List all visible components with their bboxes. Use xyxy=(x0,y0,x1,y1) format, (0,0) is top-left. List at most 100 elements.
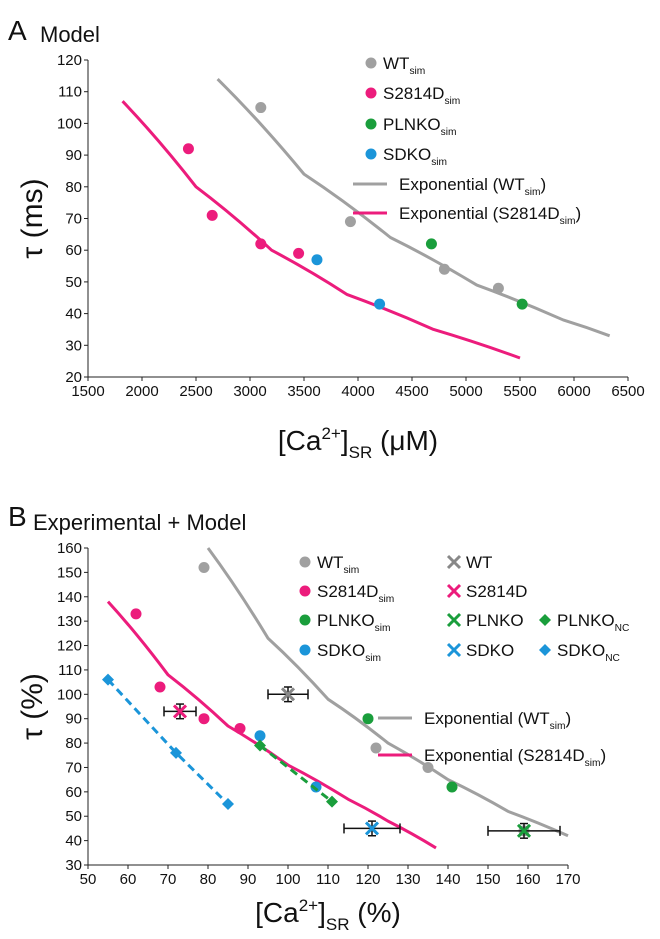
y-tick-label: 100 xyxy=(57,115,82,132)
x-tick-label: 2000 xyxy=(125,383,158,400)
legend-label: Exponential (S2814Dsim) xyxy=(399,204,581,227)
x-axis-label-sup: 2+ xyxy=(321,424,340,443)
experimental-point xyxy=(343,820,401,837)
x-axis-label: [Ca2+]SR (μM) xyxy=(278,424,438,462)
x-tick-label: 2500 xyxy=(179,383,212,400)
x-tick-label: 160 xyxy=(515,871,540,888)
y-axis-label: τ (ms) xyxy=(16,178,49,258)
legend-label-tail: ) xyxy=(541,175,547,194)
experimental-cross xyxy=(280,687,296,702)
legend-label: PLNKOsim xyxy=(383,115,456,138)
legend-label: PLNKOsim xyxy=(317,611,390,634)
x-tick-label: 110 xyxy=(316,871,340,888)
legend-marker-cross xyxy=(446,642,462,658)
experimental-cross-stroke-2 xyxy=(516,823,532,838)
legend-item: PLNKO xyxy=(446,611,524,630)
x-tick-label: 6500 xyxy=(611,383,644,400)
legend-label-sub: sim xyxy=(525,187,541,198)
legend-label-base: Exponential (S2814D xyxy=(424,746,585,765)
legend-label-base: S2814D xyxy=(466,582,527,601)
legend-item: PLNKOsim xyxy=(299,611,390,634)
x-tick-label: 90 xyxy=(240,871,257,888)
legend-label: Exponential (WTsim) xyxy=(424,709,571,732)
experimental-cross xyxy=(172,704,188,719)
legend-label-base: SDKO xyxy=(383,145,431,164)
data-point xyxy=(492,282,504,294)
legend-label-base: SDKO xyxy=(557,641,605,660)
legend-item: SDKOsim xyxy=(365,145,447,168)
x-tick-label: 3500 xyxy=(287,383,320,400)
legend-label-sub: sim xyxy=(409,66,425,77)
legend-label: Exponential (WTsim) xyxy=(399,175,546,198)
legend-item: WT xyxy=(446,553,492,572)
data-point-diamond xyxy=(222,798,234,811)
y-tick-label: 40 xyxy=(65,833,82,850)
data-point-diamond xyxy=(326,795,338,808)
legend-label: SDKONC xyxy=(557,641,620,664)
data-point xyxy=(344,216,356,228)
legend-item: WTsim xyxy=(299,553,359,576)
x-axis-label-main: [Ca xyxy=(255,897,299,928)
experimental-cross xyxy=(364,821,380,836)
data-point xyxy=(198,562,210,574)
legend-label-sub: sim xyxy=(585,758,601,769)
legend-label-base: PLNKO xyxy=(317,611,375,630)
data-point xyxy=(446,781,458,793)
fit-curve-1 xyxy=(106,600,437,850)
legend-label: WTsim xyxy=(383,54,425,77)
legend-marker-diamond xyxy=(539,644,551,656)
data-point-diamond xyxy=(254,739,266,752)
legend-label-base: PLNKO xyxy=(557,611,615,630)
x-axis-label-sup: 2+ xyxy=(299,896,318,915)
legend-item: SDKOsim xyxy=(299,641,381,664)
data-point xyxy=(198,713,210,725)
y-tick-label: 110 xyxy=(58,662,82,679)
y-tick-label: 120 xyxy=(57,52,82,69)
legend-label-sub: sim xyxy=(365,653,381,664)
legend-label: S2814Dsim xyxy=(383,84,460,107)
panel-letter: B xyxy=(8,501,27,532)
data-point xyxy=(255,102,267,114)
x-tick-label: 4000 xyxy=(341,383,374,400)
data-point xyxy=(374,298,386,310)
data-point-diamond xyxy=(170,746,182,759)
legend-item: PLNKONC xyxy=(539,611,629,634)
data-point xyxy=(154,681,166,693)
y-tick-label: 80 xyxy=(65,735,82,752)
data-point xyxy=(362,713,374,725)
experimental-cross-stroke-2 xyxy=(364,821,380,836)
legend-label-sub: sim xyxy=(560,216,576,227)
experimental-point xyxy=(267,686,309,703)
data-point-diamond xyxy=(102,673,114,686)
data-point xyxy=(293,247,305,259)
x-tick-label: 100 xyxy=(275,871,300,888)
x-tick-label: 1500 xyxy=(71,383,104,400)
x-axis-label-unit: (%) xyxy=(350,897,401,928)
legend-label-base: PLNKO xyxy=(466,611,524,630)
panel-title: Model xyxy=(40,22,100,47)
data-point xyxy=(182,143,194,155)
x-tick-label: 50 xyxy=(80,871,97,888)
experimental-cross xyxy=(516,823,532,838)
x-tick-label: 5500 xyxy=(503,383,536,400)
legend-label-base: WT xyxy=(317,553,343,572)
y-tick-label: 70 xyxy=(65,211,82,228)
y-tick-label: 50 xyxy=(65,274,82,291)
legend-marker-dot xyxy=(299,585,311,597)
panel-letter: A xyxy=(8,15,27,46)
panel-b: B Experimental + Model 30 40 50 60 70 80 90 100 11… xyxy=(8,501,629,934)
y-tick-label: 30 xyxy=(65,337,82,354)
panel-a: A Model 20 30 40 50 60 70 80 90 100 110 120 1500 2000 2… xyxy=(8,15,645,462)
x-tick-label: 170 xyxy=(555,871,580,888)
legend-item: Exponential (S2814Dsim) xyxy=(378,746,606,769)
data-point xyxy=(130,608,142,620)
panel-title: Experimental + Model xyxy=(33,510,246,535)
y-tick-label: 90 xyxy=(65,711,82,728)
y-tick-label: 130 xyxy=(57,613,82,630)
x-axis-label-sub: SR xyxy=(349,443,373,462)
y-tick-label: 90 xyxy=(65,147,82,164)
y-tick-label: 60 xyxy=(65,784,82,801)
legend-marker-dot xyxy=(299,556,311,568)
data-point xyxy=(438,263,450,275)
